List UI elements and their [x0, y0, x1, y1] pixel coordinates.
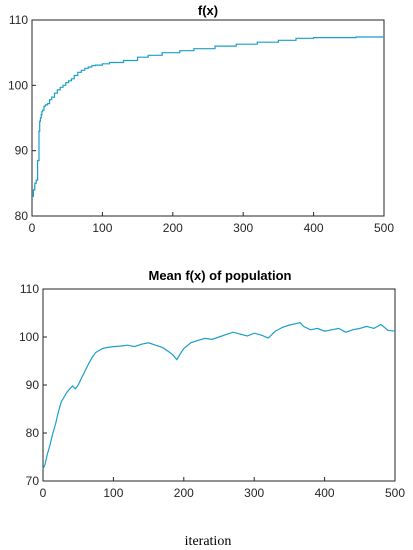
y-tick-label: 110	[9, 13, 28, 27]
x-tick-label: 400	[315, 486, 335, 500]
chart-fx: f(x) 0 100 200 300 400 500 80 90 100 110	[8, 3, 394, 235]
series-line	[42, 321, 396, 470]
x-tick-label: 400	[304, 221, 324, 235]
x-tick-label: 200	[163, 221, 183, 235]
y-tick-label: 90	[26, 378, 40, 392]
tick-group: 0 100 200 300 400 500 80 90 100 110	[8, 13, 394, 235]
x-tick-label: 0	[29, 221, 36, 235]
x-tick-label: 100	[92, 221, 112, 235]
y-tick-label: 100	[19, 330, 39, 344]
y-tick-label: 90	[15, 144, 29, 158]
chart-title: f(x)	[198, 3, 218, 18]
chart-mean-fx: Mean f(x) of population 0 100 200 300 400 500…	[19, 268, 405, 500]
x-tick-label: 300	[233, 221, 253, 235]
series-line	[32, 36, 384, 197]
chart-title: Mean f(x) of population	[149, 268, 292, 283]
x-axis-label: iteration	[185, 534, 232, 549]
plot-area	[42, 288, 396, 482]
x-tick-label: 500	[374, 221, 394, 235]
y-tick-label: 110	[20, 282, 39, 296]
x-tick-label: 500	[385, 486, 405, 500]
y-tick-label: 70	[26, 474, 40, 488]
plot-area	[31, 19, 385, 217]
y-tick-label: 80	[15, 209, 29, 223]
x-tick-label: 200	[174, 486, 194, 500]
x-tick-label: 300	[244, 486, 264, 500]
x-tick-label: 100	[103, 486, 123, 500]
x-tick-label: 0	[40, 486, 47, 500]
tick-group: 0 100 200 300 400 500 70 80 90 100 110	[19, 282, 405, 500]
y-tick-label: 100	[8, 78, 28, 92]
y-tick-label: 80	[26, 426, 40, 440]
